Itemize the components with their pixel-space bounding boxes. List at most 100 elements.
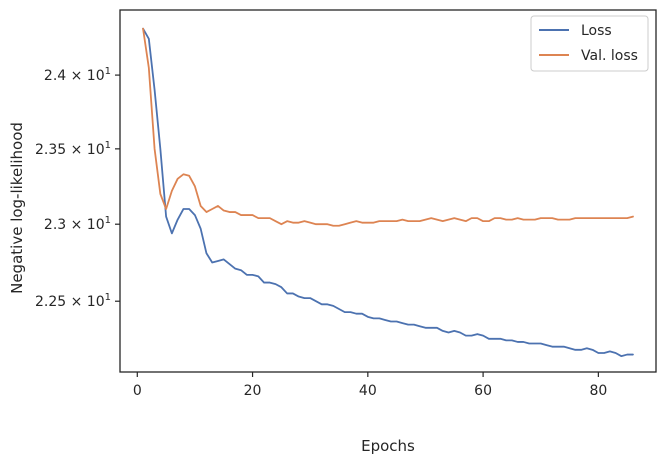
data-point-val-loss — [632, 216, 634, 218]
data-point-loss — [592, 349, 594, 351]
data-point-loss — [632, 354, 634, 356]
data-point-val-loss — [396, 220, 398, 222]
data-point-val-loss — [165, 208, 167, 210]
data-point-val-loss — [597, 217, 599, 219]
data-point-loss — [557, 346, 559, 348]
data-point-loss — [292, 293, 294, 295]
data-point-val-loss — [217, 205, 219, 207]
data-point-loss — [298, 296, 300, 298]
data-point-loss — [425, 327, 427, 329]
data-point-loss — [263, 282, 265, 284]
y-tick-label: 2.35 × 101 — [35, 140, 111, 158]
data-point-val-loss — [177, 178, 179, 180]
data-point-loss — [390, 321, 392, 323]
data-point-val-loss — [275, 220, 277, 222]
data-point-val-loss — [453, 217, 455, 219]
data-point-val-loss — [546, 217, 548, 219]
data-point-val-loss — [621, 217, 623, 219]
data-point-val-loss — [321, 223, 323, 225]
data-point-val-loss — [580, 217, 582, 219]
data-point-val-loss — [615, 217, 617, 219]
data-point-loss — [367, 316, 369, 318]
data-point-val-loss — [292, 222, 294, 224]
data-point-loss — [269, 282, 271, 284]
x-tick-label: 80 — [589, 383, 607, 399]
data-point-val-loss — [344, 223, 346, 225]
data-point-loss — [223, 259, 225, 261]
data-point-loss — [402, 322, 404, 324]
y-tick-label: 2.25 × 101 — [35, 292, 111, 310]
data-point-val-loss — [246, 214, 248, 216]
data-point-val-loss — [471, 217, 473, 219]
x-tick-label: 40 — [359, 383, 377, 399]
data-point-val-loss — [488, 220, 490, 222]
data-point-loss — [465, 335, 467, 337]
data-point-loss — [528, 343, 530, 345]
data-point-val-loss — [350, 222, 352, 224]
legend-label-val-loss: Val. loss — [581, 48, 638, 64]
x-tick-label: 20 — [244, 383, 262, 399]
legend: Loss Val. loss — [530, 15, 649, 72]
data-point-val-loss — [499, 217, 501, 219]
data-point-loss — [304, 297, 306, 299]
data-point-loss — [569, 347, 571, 349]
data-point-val-loss — [211, 208, 213, 210]
data-point-val-loss — [402, 219, 404, 221]
data-point-loss — [240, 269, 242, 271]
y-tick-label: 2.4 × 101 — [44, 66, 111, 84]
data-point-val-loss — [609, 217, 611, 219]
data-point-val-loss — [171, 190, 173, 192]
data-point-loss — [384, 319, 386, 321]
x-axis: 0 20 40 60 80 — [133, 372, 607, 399]
data-point-loss — [373, 317, 375, 319]
data-point-val-loss — [540, 217, 542, 219]
data-point-val-loss — [448, 219, 450, 221]
data-point-val-loss — [378, 220, 380, 222]
legend-label-loss: Loss — [581, 23, 612, 39]
data-point-loss — [419, 325, 421, 327]
data-point-val-loss — [234, 211, 236, 213]
data-point-loss — [257, 275, 259, 277]
data-point-val-loss — [626, 217, 628, 219]
data-point-val-loss — [269, 217, 271, 219]
data-point-val-loss — [298, 222, 300, 224]
data-point-val-loss — [257, 217, 259, 219]
data-point-loss — [211, 262, 213, 264]
data-point-val-loss — [592, 217, 594, 219]
data-point-val-loss — [188, 175, 190, 177]
data-point-val-loss — [586, 217, 588, 219]
data-point-loss — [378, 317, 380, 319]
data-point-loss — [540, 343, 542, 345]
series-layer — [142, 27, 634, 358]
data-point-val-loss — [430, 217, 432, 219]
data-point-loss — [453, 330, 455, 332]
data-point-val-loss — [603, 217, 605, 219]
data-point-val-loss — [240, 214, 242, 216]
data-point-loss — [442, 330, 444, 332]
data-point-val-loss — [183, 173, 185, 175]
data-point-loss — [534, 343, 536, 345]
x-axis-title: Epochs — [361, 437, 415, 455]
data-point-val-loss — [465, 220, 467, 222]
data-point-val-loss — [534, 219, 536, 221]
data-point-loss — [551, 346, 553, 348]
data-point-val-loss — [528, 219, 530, 221]
data-point-loss — [194, 214, 196, 216]
data-point-val-loss — [413, 220, 415, 222]
data-point-loss — [505, 339, 507, 341]
data-point-loss — [626, 354, 628, 356]
y-tick-label: 2.3 × 101 — [44, 215, 111, 233]
data-point-val-loss — [574, 217, 576, 219]
data-point-loss — [448, 332, 450, 334]
data-point-loss — [488, 338, 490, 340]
data-point-loss — [148, 38, 150, 40]
data-point-loss — [471, 335, 473, 337]
data-point-loss — [621, 355, 623, 357]
data-point-val-loss — [407, 220, 409, 222]
data-point-loss — [430, 327, 432, 329]
data-point-loss — [609, 351, 611, 353]
data-point-loss — [252, 274, 254, 276]
data-point-val-loss — [390, 220, 392, 222]
data-point-loss — [286, 293, 288, 295]
